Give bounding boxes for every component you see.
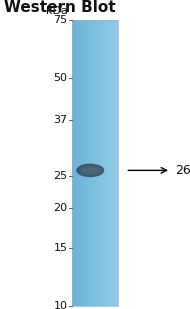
Text: 20: 20 [53,203,67,213]
Bar [72,20,118,306]
Text: kDa: kDa [46,6,67,16]
Text: 10: 10 [53,301,67,309]
Text: 15: 15 [53,243,67,253]
Text: 25: 25 [53,171,67,181]
Ellipse shape [82,168,98,173]
Text: Western Blot: Western Blot [4,0,115,15]
Text: 37: 37 [53,115,67,125]
Text: 75: 75 [53,15,67,25]
Ellipse shape [77,164,104,176]
Text: 26kDa: 26kDa [175,164,190,177]
Text: 50: 50 [53,73,67,83]
